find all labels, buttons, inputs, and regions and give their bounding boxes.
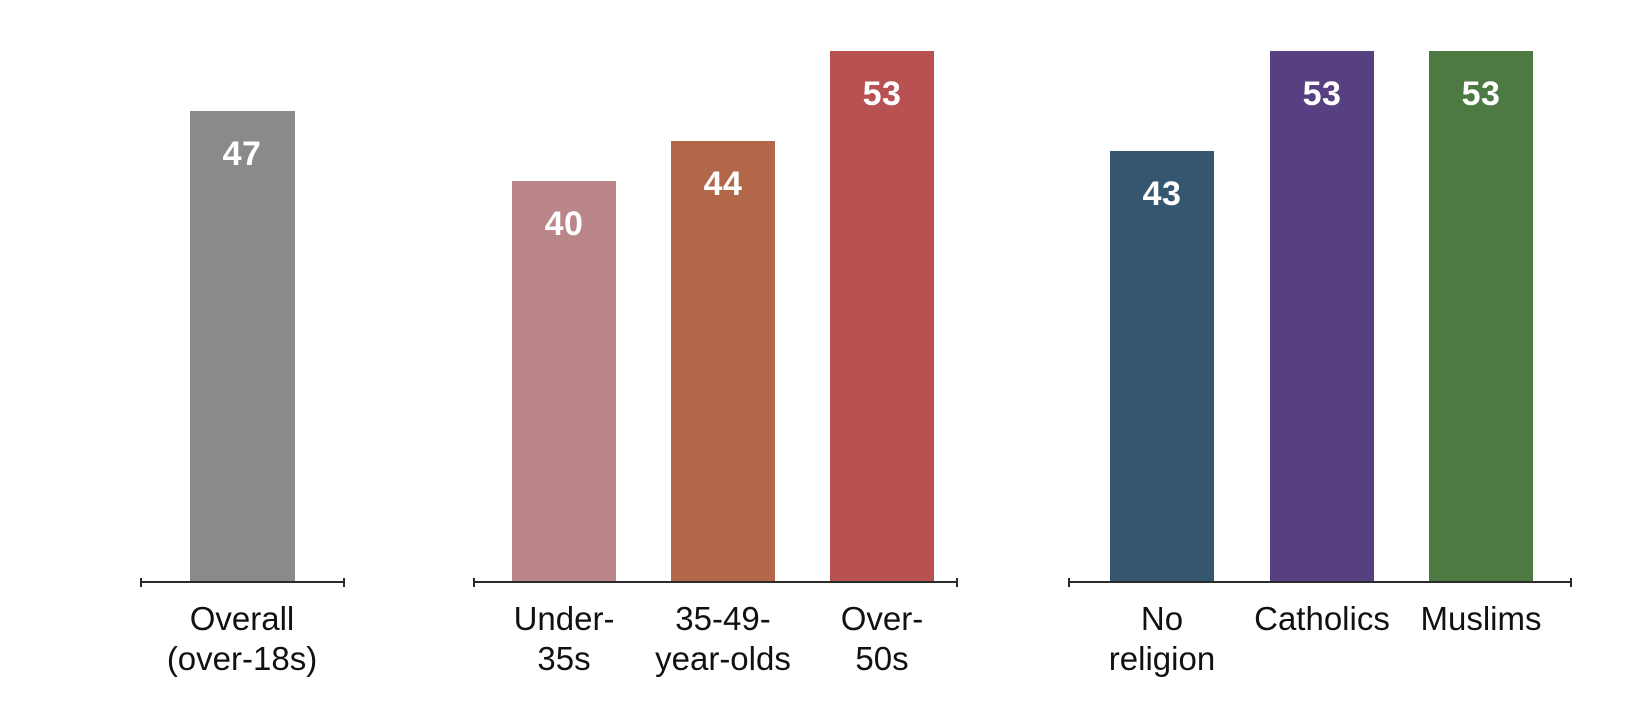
category-label-under-35s: Under- 35s — [513, 600, 615, 677]
bar-over-50s: 53 — [830, 51, 934, 581]
bar-catholics: 53 — [1270, 51, 1374, 581]
bar-under-35s: 40 — [512, 181, 616, 581]
x-axis-age-groups — [473, 577, 958, 587]
x-axis-religion — [1068, 577, 1572, 587]
bar-value-label: 47 — [222, 135, 262, 173]
axis-end-tick-left — [140, 577, 142, 587]
bar-value-label: 53 — [1302, 75, 1342, 113]
bar-35-49-year-olds: 44 — [671, 141, 775, 581]
bar-no-religion: 43 — [1110, 151, 1214, 581]
category-label-over-50s: Over- 50s — [840, 600, 924, 677]
axis-end-tick-right — [1570, 577, 1572, 587]
bar-overall-over-18s: 47 — [189, 111, 295, 581]
bar-value-label: 53 — [862, 75, 902, 113]
axis-end-tick-right — [956, 577, 958, 587]
bar-value-label: 53 — [1461, 75, 1501, 113]
bar-value-label: 40 — [544, 205, 584, 243]
category-label-35-49-year-olds: 35-49- year-olds — [655, 600, 791, 677]
bar-value-label: 44 — [703, 165, 743, 203]
x-axis-overall — [140, 577, 345, 587]
bar-value-label: 43 — [1142, 175, 1182, 213]
axis-end-tick-left — [473, 577, 475, 587]
category-label-no-religion: No religion — [1108, 600, 1216, 677]
bar-muslims: 53 — [1429, 51, 1533, 581]
category-label-overall-over-18s: Overall (over-18s) — [166, 600, 318, 677]
axis-end-tick-right — [343, 577, 345, 587]
category-label-catholics: Catholics — [1254, 600, 1390, 637]
category-label-muslims: Muslims — [1420, 600, 1542, 637]
axis-end-tick-left — [1068, 577, 1070, 587]
